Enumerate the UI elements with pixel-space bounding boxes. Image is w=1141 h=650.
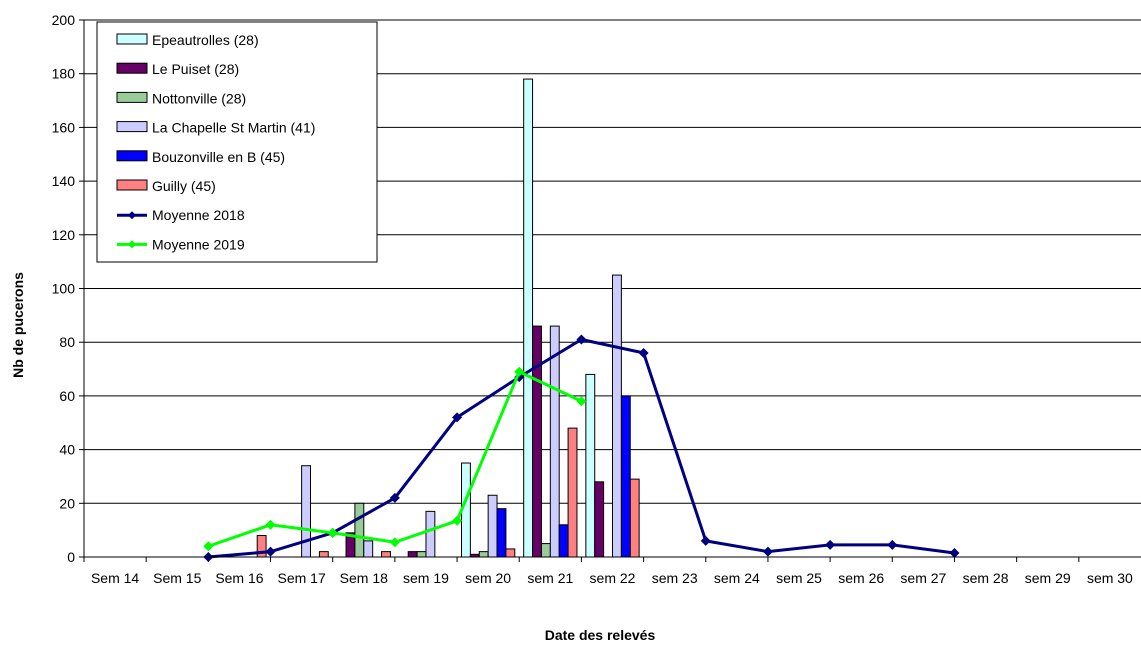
legend-swatch [116, 62, 148, 74]
bar [487, 494, 498, 558]
bar [496, 508, 507, 558]
bar [478, 551, 489, 558]
x-tick-label: sem 30 [1087, 570, 1133, 586]
bar [523, 78, 534, 558]
legend: Epeautrolles (28) Le Puiset (28) Nottonvil… [96, 21, 378, 263]
bar [416, 551, 427, 558]
series-point [203, 541, 214, 552]
legend-box [96, 21, 378, 263]
y-tick-label: 200 [52, 12, 76, 28]
bar [612, 274, 622, 558]
bars [256, 78, 640, 558]
bar [363, 540, 374, 558]
bar [567, 427, 578, 558]
bar [585, 373, 596, 558]
legend-label: La Chapelle St Martin (41) [152, 120, 315, 136]
series-point [327, 527, 338, 538]
legend-label: Guilly (45) [152, 178, 216, 194]
bar [620, 395, 631, 558]
bar [629, 478, 640, 558]
series-point [949, 547, 960, 558]
x-axis-title: Date des relevés [545, 627, 656, 643]
series-point [265, 546, 276, 557]
x-tick-label: Sem 16 [215, 570, 263, 586]
legend-label: Bouzonville en B (45) [152, 149, 285, 165]
y-tick-label: 0 [67, 549, 75, 565]
legend-swatch [116, 121, 148, 133]
series-point [887, 539, 898, 550]
bar [381, 551, 391, 558]
x-tick-label: sem 21 [527, 570, 573, 586]
series-point [762, 546, 773, 557]
x-tick-label: sem 20 [465, 570, 511, 586]
legend-label: Moyenne 2019 [152, 236, 245, 252]
x-tick-label: sem 24 [714, 570, 760, 586]
bar [505, 548, 516, 558]
legend-marker [128, 240, 136, 249]
series-point [825, 539, 836, 550]
series-point [452, 412, 463, 423]
y-tick-label: 120 [52, 227, 76, 243]
x-tick-label: sem 22 [590, 570, 636, 586]
y-tick-label: 140 [52, 173, 76, 189]
x-tick-label: Sem 15 [153, 570, 201, 586]
series-point [452, 515, 463, 526]
y-tick-label: 60 [59, 388, 75, 404]
series-line [208, 337, 955, 559]
x-tick-label: Sem 17 [277, 570, 325, 586]
y-tick-label: 20 [59, 495, 75, 511]
x-tick-label: sem 25 [776, 570, 822, 586]
bar [594, 481, 605, 558]
legend-swatch [116, 91, 148, 103]
x-tick-label: Sem 18 [340, 570, 388, 586]
axes [83, 20, 1141, 558]
y-tick-label: 180 [52, 66, 76, 82]
bar [540, 543, 551, 558]
legend-swatch [116, 33, 148, 45]
bar [318, 551, 329, 558]
series-point [576, 334, 587, 345]
legend-label: Le Puiset (28) [152, 61, 239, 77]
series-point [514, 366, 525, 377]
bar [407, 551, 418, 558]
legend-label: Nottonville (28) [152, 90, 246, 106]
series-point [700, 535, 711, 546]
line-series [203, 334, 960, 562]
y-tick-label: 80 [59, 334, 75, 350]
legend-label: Moyenne 2018 [152, 207, 245, 223]
series-point [638, 347, 649, 358]
legend-label: Epeautrolles (28) [152, 32, 259, 48]
series-point [265, 519, 276, 530]
x-tick-label: sem 26 [838, 570, 884, 586]
bar [549, 325, 560, 558]
y-tick-label: 160 [52, 119, 76, 135]
x-tick-label: sem 29 [1025, 570, 1071, 586]
bar [532, 325, 542, 558]
x-tick-label: sem 19 [403, 570, 449, 586]
bar [354, 502, 365, 558]
legend-swatch [116, 179, 148, 191]
bar [558, 524, 569, 558]
y-tick-label: 40 [59, 442, 75, 458]
y-tick-label: 100 [52, 281, 76, 297]
legend-swatch [116, 150, 148, 162]
bar [425, 510, 436, 558]
series-point [576, 396, 587, 407]
x-tick-label: sem 27 [900, 570, 946, 586]
series-point [389, 492, 400, 503]
y-axis-title: Nb de pucerons [10, 272, 26, 378]
x-tick-label: Sem 14 [91, 570, 139, 586]
y-tick-labels: 0 20 40 60 80 100 120 140 160 180 200 [52, 12, 84, 565]
x-tick-label: sem 28 [963, 570, 1009, 586]
x-tick-labels: Sem 14 Sem 15 Sem 16 Sem 17 Sem 18 sem 19 sem … [83, 557, 1133, 586]
series-point [389, 537, 400, 548]
x-tick-label: sem 23 [652, 570, 698, 586]
legend-marker [128, 211, 136, 220]
